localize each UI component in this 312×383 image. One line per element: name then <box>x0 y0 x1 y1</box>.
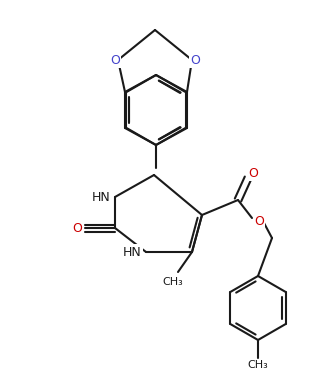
Text: CH₃: CH₃ <box>248 360 268 370</box>
Text: CH₃: CH₃ <box>163 277 183 287</box>
Text: HN: HN <box>92 190 110 203</box>
Text: O: O <box>190 54 200 67</box>
Text: O: O <box>110 54 120 67</box>
Text: O: O <box>72 221 82 234</box>
Text: HN: HN <box>123 246 141 259</box>
Text: O: O <box>254 214 264 228</box>
Text: O: O <box>248 167 258 180</box>
